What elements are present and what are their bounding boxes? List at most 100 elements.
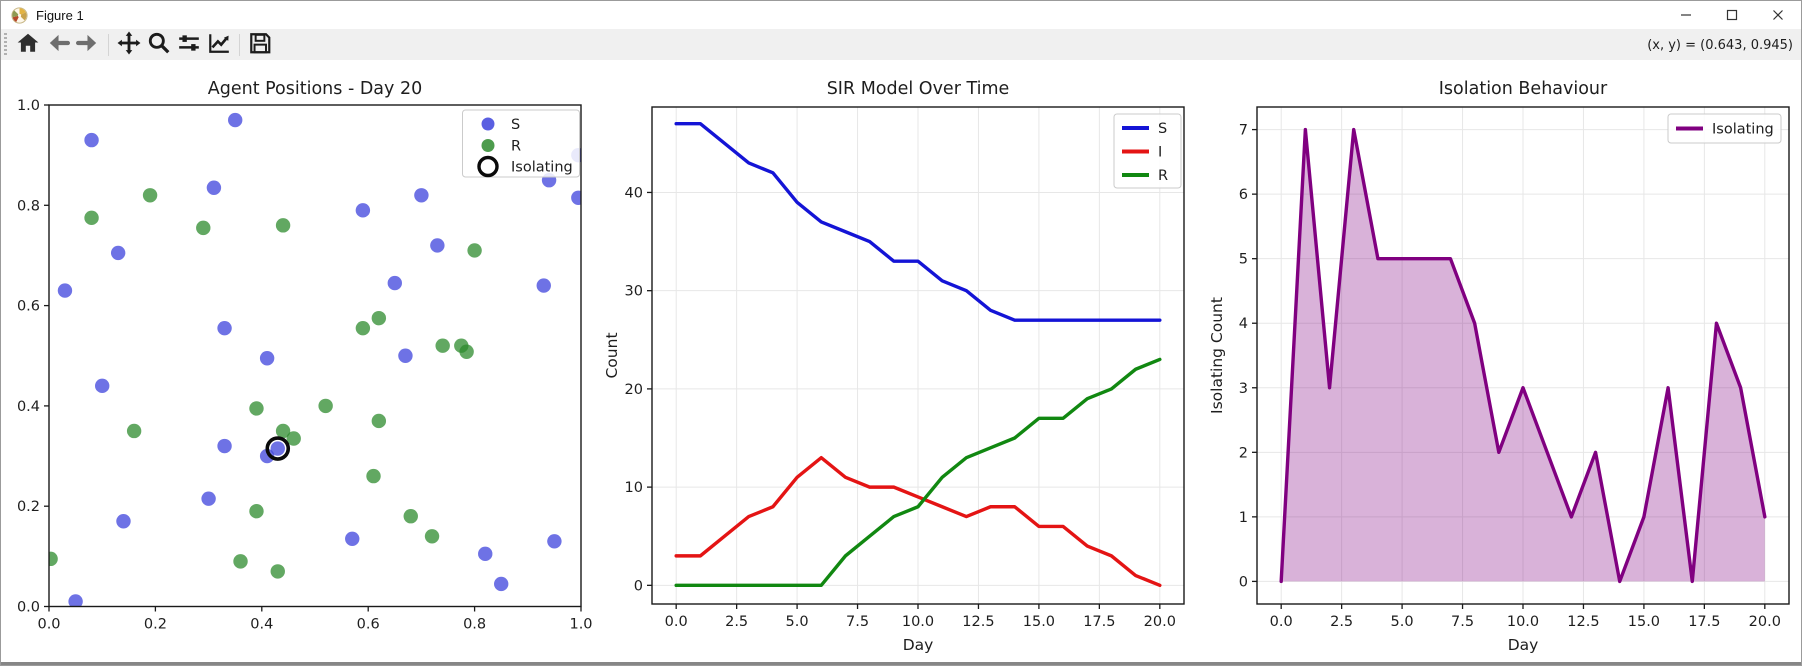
x-tick-label: 12.5 [962, 614, 994, 630]
scatter-point-S [217, 438, 232, 454]
scatter-point-R [424, 529, 440, 544]
scatter-point-R [318, 398, 333, 414]
x-tick-label: 17.5 [1083, 614, 1115, 630]
x-tick-label: 0.6 [357, 617, 380, 633]
scatter-point-S [494, 576, 509, 592]
navigation-toolbar: (x, y) = (0.643, 0.945) [1, 29, 1801, 60]
scatter-point-S [110, 245, 126, 261]
x-tick-label: 7.5 [846, 614, 869, 630]
x-tick-label: 12.5 [1567, 614, 1599, 630]
y-tick-label: 4 [1239, 316, 1248, 332]
line-Isolating [1279, 127, 1767, 584]
chart-title: Isolation Behaviour [1439, 79, 1608, 99]
minimize-button[interactable] [1663, 1, 1709, 29]
title-bar[interactable]: Figure 1 [1, 1, 1801, 29]
scatter-point-S [84, 132, 99, 148]
y-tick-label: 0 [1239, 574, 1248, 590]
scatter-point-S [68, 594, 83, 607]
scatter-point-R [196, 220, 211, 236]
forward-button[interactable] [74, 31, 102, 59]
toolbar-separator [239, 34, 240, 56]
x-axis-label: Day [1508, 636, 1539, 654]
y-tick-label: 40 [625, 185, 643, 201]
y-tick-label: 10 [625, 480, 643, 496]
x-tick-label: 0.8 [463, 617, 486, 633]
line-S [674, 121, 1162, 322]
scatter-point-R [49, 551, 58, 567]
chart-title: Agent Positions - Day 20 [208, 79, 422, 99]
x-tick-label: 15.0 [1023, 614, 1055, 630]
legend: SR Isolating [462, 109, 580, 178]
y-tick-label: 20 [625, 382, 643, 398]
scatter-point-S [478, 546, 493, 562]
x-tick-label: 7.5 [1451, 614, 1474, 630]
scatter-point-R [249, 504, 264, 519]
home-icon [16, 31, 40, 60]
edit-parameters-button[interactable] [205, 31, 233, 59]
sir-line-chart: 0.0 2.5 5.0 7.5 10.0 12.5 15.0 17.5 20.0 0 10 20 30 4… [603, 79, 1185, 654]
legend-marker-Isolating [477, 155, 499, 178]
scatter-point-R [366, 468, 381, 484]
scatter-point-S [228, 112, 243, 128]
scatter-point-S [201, 491, 216, 506]
x-tick-label: 0.2 [144, 617, 167, 633]
pan-button[interactable] [115, 31, 143, 59]
x-tick-label: 5.0 [1391, 614, 1414, 630]
line-I [674, 455, 1162, 588]
x-tick-label: 0.0 [665, 614, 688, 630]
scatter-point-R [233, 554, 248, 569]
scatter-point-S [259, 448, 275, 464]
y-tick-label: 2 [1239, 445, 1248, 461]
x-tick-label: 20.0 [1749, 614, 1781, 630]
legend-label: Isolating [511, 160, 573, 176]
y-tick-label: 0.8 [17, 198, 40, 214]
configure-subplots-button[interactable] [175, 31, 203, 59]
figure-canvas[interactable]: 0.0 0.2 0.4 0.6 0.8 1.0 0.0 0.2 0.4 0.6 0.8 1.0 Agen… [1, 60, 1801, 663]
legend-label: S [1158, 121, 1167, 137]
home-button[interactable] [14, 31, 42, 59]
scatter-point-S [398, 348, 413, 363]
scatter-point-R [84, 210, 99, 226]
close-button[interactable] [1755, 1, 1801, 29]
isolating-ring-marker [265, 436, 291, 461]
scatter-point-R [275, 218, 291, 233]
toolbar-grip[interactable] [4, 33, 7, 57]
scatter-point-S [259, 351, 275, 366]
floppy-save-icon [248, 31, 272, 60]
chart-title: SIR Model Over Time [827, 79, 1010, 99]
save-button[interactable] [246, 31, 274, 59]
scatter-point-R [142, 188, 158, 203]
plot-data-layer [1279, 127, 1767, 584]
x-tick-label: 5.0 [786, 614, 809, 630]
y-tick-label: 1 [1239, 510, 1248, 526]
y-tick-label: 0.2 [17, 499, 40, 515]
sliders-icon [177, 31, 201, 60]
y-tick-label: 5 [1239, 252, 1248, 268]
x-tick-label: 0.0 [37, 617, 60, 633]
maximize-button[interactable] [1709, 1, 1755, 29]
back-button[interactable] [44, 31, 72, 59]
legend-marker-R [481, 139, 495, 152]
scatter-point-S [430, 238, 445, 253]
plot-area[interactable] [48, 104, 582, 608]
scatter-point-S [217, 320, 232, 336]
x-tick-label: 17.5 [1688, 614, 1720, 630]
isolation-area-chart: 0.0 2.5 5.0 7.5 10.0 12.5 15.0 17.5 20.0 0 1 2 3 4 5 6 7… [1208, 79, 1790, 654]
scatter-point-R [126, 423, 142, 439]
scatter-plot: 0.0 0.2 0.4 0.6 0.8 1.0 0.0 0.2 0.4 0.6 0.8 1.0 Agen… [17, 79, 593, 633]
window-title: Figure 1 [36, 7, 84, 23]
legend: Isolating [1667, 113, 1782, 144]
zoom-button[interactable] [145, 31, 173, 59]
scatter-point-R [435, 338, 450, 353]
cursor-coordinates: (x, y) = (0.643, 0.945) [1647, 37, 1793, 53]
matplotlib-icon [11, 6, 28, 24]
scatter-point-S [116, 514, 131, 529]
x-axis-label: Day [903, 636, 934, 654]
window-controls [1663, 1, 1801, 29]
figure-svg[interactable]: 0.0 0.2 0.4 0.6 0.8 1.0 0.0 0.2 0.4 0.6 0.8 1.0 Agen… [1, 60, 1801, 663]
forward-arrow-icon [76, 31, 100, 60]
back-arrow-icon [46, 31, 70, 60]
legend-label: R [511, 139, 521, 155]
x-tick-label: 2.5 [725, 614, 748, 630]
